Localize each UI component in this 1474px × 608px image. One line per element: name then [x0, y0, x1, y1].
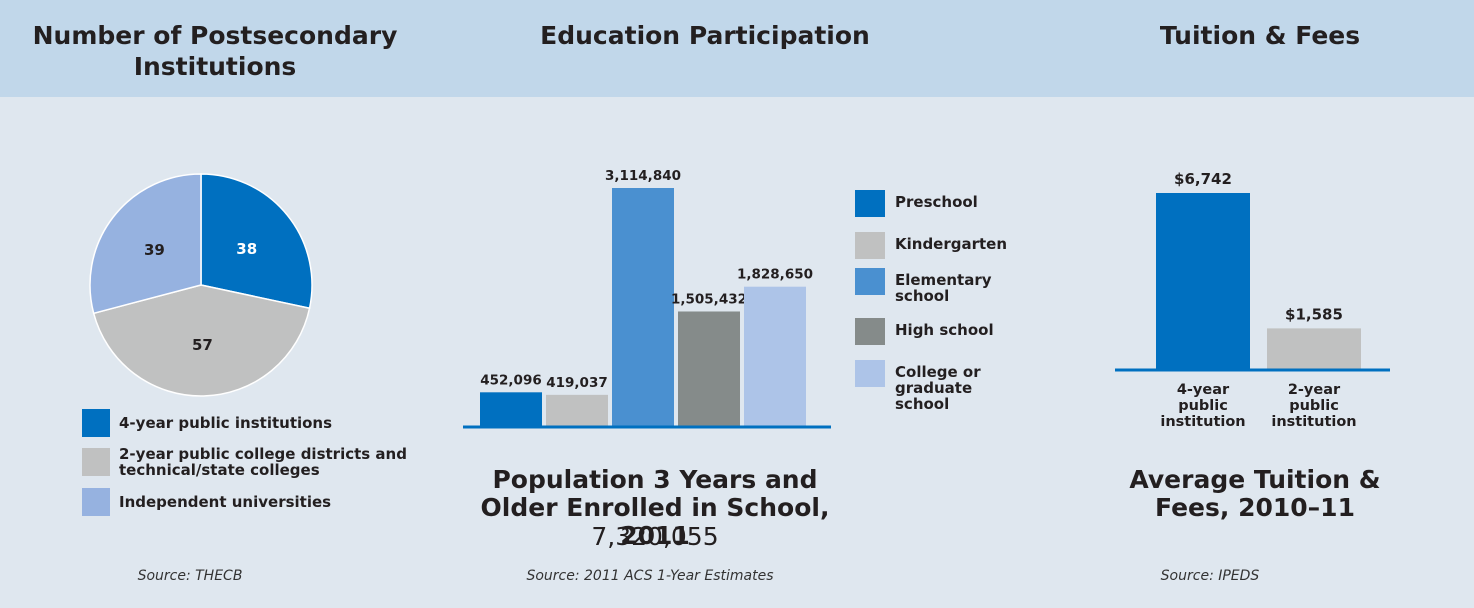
source-tuition: Source: IPEDS — [1160, 568, 1260, 584]
legend-label: 4-year public institutions — [119, 414, 333, 432]
header-institutions: Number of Postsecondary Institutions — [32, 21, 398, 81]
pie-legend-item-1: 4-year public institutions — [82, 409, 332, 437]
pie-slice — [200, 173, 313, 310]
participation-total: 7,320,055 — [591, 522, 719, 551]
legend-swatch — [82, 409, 110, 437]
pie-slice — [89, 173, 202, 315]
category-label: public — [1178, 398, 1228, 414]
bar — [678, 311, 740, 427]
pie-legend-item-2: 2-year public college districts and tech… — [82, 446, 419, 478]
bar-value-label: 1,828,650 — [737, 267, 813, 283]
bar-value-label: $6,742 — [1174, 170, 1232, 188]
tuition-bar-chart: $6,7424-yearpublicinstitution$1,5852-yea… — [1115, 170, 1390, 430]
bar — [612, 188, 674, 427]
legend-label: College or graduate school — [895, 363, 981, 413]
legend-label: High school — [895, 321, 994, 339]
category-label: institution — [1160, 414, 1245, 430]
bar-value-label: 3,114,840 — [605, 168, 681, 184]
category-label: institution — [1271, 414, 1356, 430]
legend-item: High school — [855, 318, 995, 345]
source-institutions: Source: THECB — [137, 568, 243, 584]
bar — [480, 392, 542, 427]
pie-slice — [92, 284, 311, 397]
legend-label: 2-year public college districts and tech… — [119, 445, 407, 479]
legend-swatch — [855, 318, 885, 345]
bar-value-label: 1,505,432 — [671, 291, 747, 307]
legend-swatch — [855, 268, 885, 295]
legend-item: Preschool — [855, 190, 995, 217]
category-label: public — [1289, 398, 1339, 414]
legend-item: Kindergarten — [855, 232, 1008, 259]
legend-swatch — [82, 488, 110, 516]
header-tuition: Tuition & Fees — [1159, 21, 1361, 50]
legend-label: Preschool — [895, 193, 978, 211]
pie-legend-item-3: Independent universities — [82, 488, 331, 516]
pie-slice-label: 39 — [144, 241, 165, 259]
source-participation: Source: 2011 ACS 1-Year Estimates — [526, 568, 774, 584]
bar — [744, 286, 806, 427]
tuition-caption: Average Tuition & Fees, 2010–11 — [1129, 465, 1381, 522]
legend-item: College or graduate school — [855, 360, 995, 412]
legend-swatch — [82, 448, 110, 476]
legend-swatch — [855, 360, 885, 387]
legend-label: Elementary school — [895, 271, 992, 305]
legend-label: Kindergarten — [895, 235, 1008, 253]
category-label: 4-year — [1177, 382, 1230, 398]
legend-swatch — [855, 190, 885, 217]
bar — [546, 394, 608, 427]
bar — [1156, 193, 1250, 370]
header-participation: Education Participation — [540, 21, 870, 50]
pie-slice-label: 57 — [192, 336, 213, 354]
bar-value-label: 419,037 — [546, 375, 608, 391]
category-label: 2-year — [1288, 382, 1341, 398]
participation-caption: Population 3 Years and Older Enrolled in… — [480, 465, 830, 550]
bar-value-label: 452,096 — [480, 372, 542, 388]
legend-item: Elementary school — [855, 268, 995, 304]
participation-legend: Preschool Kindergarten Elementary school Hi… — [855, 190, 1045, 420]
legend-swatch — [855, 232, 885, 259]
bar-value-label: $1,585 — [1285, 305, 1343, 323]
legend-label: Independent universities — [119, 493, 332, 511]
bar — [1267, 328, 1361, 370]
institutions-pie-chart: 38 57 39 — [89, 173, 313, 397]
header-band — [0, 0, 1474, 97]
pie-slice-label: 38 — [236, 240, 257, 258]
participation-bar-chart: 452,096 419,037 3,114,840 1,505,432 1,828,65… — [463, 168, 831, 429]
